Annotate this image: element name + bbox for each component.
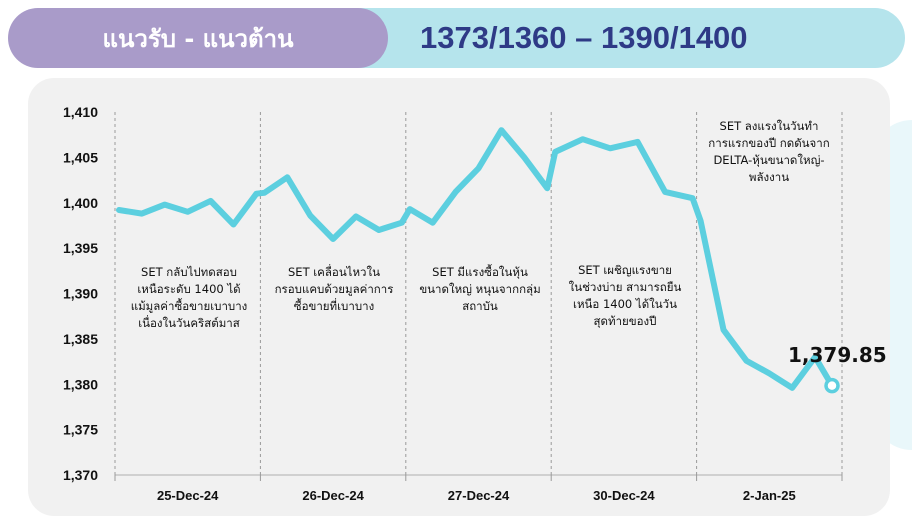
title-banner: แนวรับ - แนวต้าน	[8, 8, 388, 68]
last-value-label: 1,379.85	[788, 343, 887, 367]
y-tick-label: 1,385	[63, 331, 98, 347]
x-tick-label: 25-Dec-24	[157, 488, 219, 503]
levels-banner	[340, 8, 905, 68]
support-resistance-levels: 1373/1360 – 1390/1400	[420, 20, 748, 55]
series-line	[116, 127, 835, 391]
annotation-25-dec: SET กลับไปทดสอบ เหนือระดับ 1400 ได้ แม้ม…	[130, 265, 248, 330]
y-tick-label: 1,380	[63, 376, 98, 392]
x-tick-label: 27-Dec-24	[448, 488, 510, 503]
page-title: แนวรับ - แนวต้าน	[102, 24, 294, 53]
y-tick-label: 1,370	[63, 467, 98, 483]
last-point-marker	[824, 377, 840, 394]
y-tick-label: 1,390	[63, 286, 98, 302]
y-tick-label: 1,395	[63, 240, 98, 256]
x-tick-label: 26-Dec-24	[302, 488, 364, 503]
y-tick-label: 1,405	[63, 149, 98, 165]
annotation-26-dec: SET เคลื่อนไหวใน กรอบแคบด้วยมูลค่าการ ซื…	[274, 265, 394, 313]
chart-panel	[28, 78, 890, 516]
y-tick-label: 1,375	[63, 422, 98, 438]
annotation-30-dec: SET เผชิญแรงขาย ในช่วงบ่าย สามารถยืน เหน…	[568, 263, 682, 328]
y-tick-label: 1,400	[63, 195, 98, 211]
x-tick-label: 2-Jan-25	[743, 488, 796, 503]
annotation-27-dec: SET มีแรงซื้อในหุ้น ขนาดใหญ่ หนุนจากกลุ่…	[419, 265, 541, 313]
x-tick-label: 30-Dec-24	[593, 488, 655, 503]
y-tick-label: 1,410	[63, 104, 98, 120]
annotation-2-jan: SET ลงแรงในวันทำ การแรกของปี กดดันจาก DE…	[708, 119, 830, 184]
